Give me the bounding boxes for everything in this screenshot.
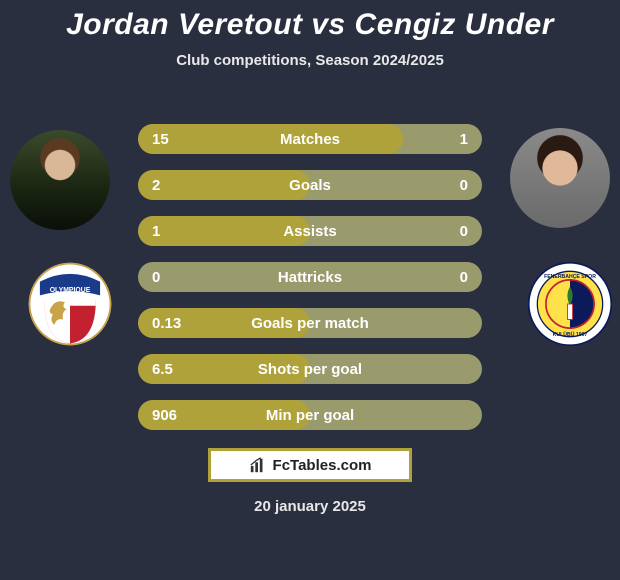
- stat-row: 2Goals0: [138, 170, 482, 200]
- stat-row: 0.13Goals per match: [138, 308, 482, 338]
- chart-icon: [249, 456, 267, 474]
- stat-label: Shots per goal: [138, 361, 482, 378]
- stat-value-right: 0: [460, 223, 468, 240]
- stat-label: Goals per match: [138, 315, 482, 332]
- player-left-photo-placeholder: [10, 130, 110, 230]
- svg-text:KULÜBÜ 1907: KULÜBÜ 1907: [553, 331, 588, 338]
- brand-text: FcTables.com: [273, 457, 372, 474]
- stat-label: Assists: [138, 223, 482, 240]
- svg-text:OLYMPIQUE: OLYMPIQUE: [50, 287, 91, 294]
- page-subtitle: Club competitions, Season 2024/2025: [0, 52, 620, 69]
- footer-date: 20 january 2025: [0, 498, 620, 515]
- stat-value-right: 0: [460, 269, 468, 286]
- player-right-avatar: [510, 128, 610, 228]
- stat-label: Matches: [138, 131, 482, 148]
- stat-row: 15Matches1: [138, 124, 482, 154]
- brand-card: FcTables.com: [208, 448, 412, 482]
- player-right-photo-placeholder: [510, 128, 610, 228]
- stat-value-right: 0: [460, 177, 468, 194]
- stats-table: 15Matches12Goals01Assists00Hattricks00.1…: [138, 124, 482, 446]
- player-left-avatar: [10, 130, 110, 230]
- stat-row: 906Min per goal: [138, 400, 482, 430]
- lyon-logo-icon: OLYMPIQUE LYONNAIS: [27, 261, 113, 347]
- comparison-card: Jordan Veretout vs Cengiz Under Club com…: [0, 0, 620, 580]
- stat-row: 1Assists0: [138, 216, 482, 246]
- club-left-logo: OLYMPIQUE LYONNAIS: [20, 254, 120, 354]
- page-title: Jordan Veretout vs Cengiz Under: [0, 8, 620, 42]
- stat-value-right: 1: [460, 131, 468, 148]
- stat-label: Hattricks: [138, 269, 482, 286]
- club-right-logo: FENERBAHÇE SPOR KULÜBÜ 1907: [520, 254, 620, 354]
- stat-label: Min per goal: [138, 407, 482, 424]
- fenerbahce-logo-icon: FENERBAHÇE SPOR KULÜBÜ 1907: [527, 261, 613, 347]
- stat-row: 6.5Shots per goal: [138, 354, 482, 384]
- stat-label: Goals: [138, 177, 482, 194]
- stat-row: 0Hattricks0: [138, 262, 482, 292]
